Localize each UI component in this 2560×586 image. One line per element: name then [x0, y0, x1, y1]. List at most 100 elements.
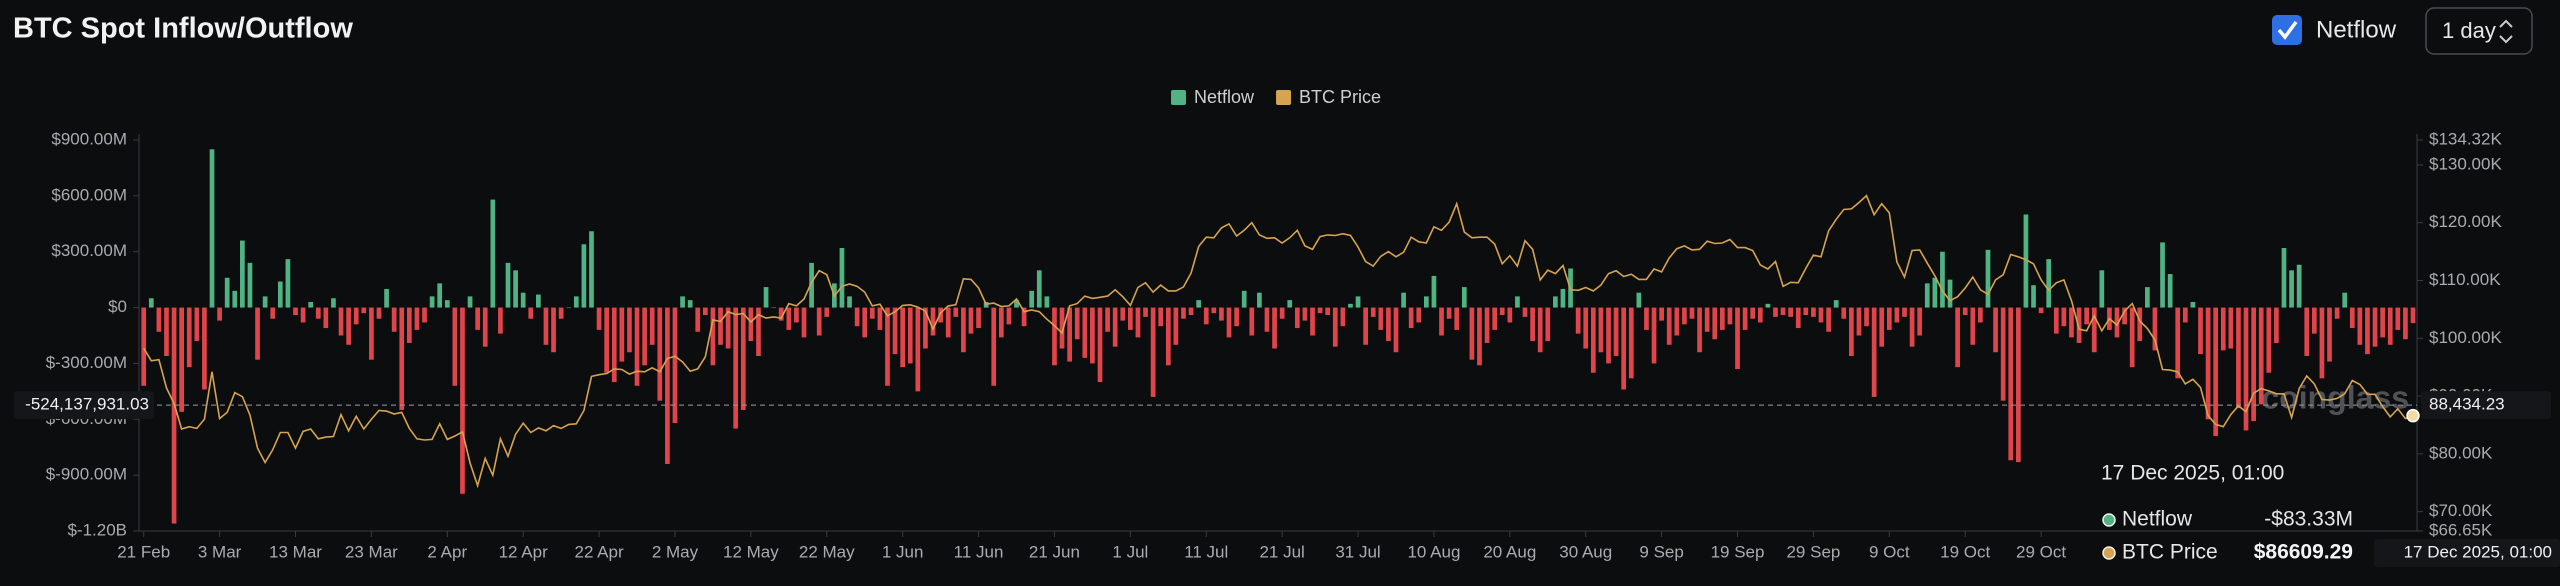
bar [1750, 307, 1756, 319]
netflow-toggle[interactable]: Netflow [2272, 15, 2397, 45]
bar [885, 307, 890, 386]
bar [255, 307, 260, 360]
bar [627, 307, 632, 353]
bar [429, 296, 435, 308]
y2-tick-label: $70.00K [2429, 501, 2493, 520]
bar [1423, 296, 1429, 308]
y2-tick-label: $120.00K [2429, 212, 2502, 231]
x-tick-label: 29 Sep [1786, 542, 1840, 561]
bar [1143, 307, 1148, 317]
tooltip-dot [2102, 546, 2116, 560]
bar [171, 307, 177, 524]
crosshair-y2-label: 88,434.23 [2429, 395, 2505, 414]
bar [1165, 307, 1171, 366]
bar [1021, 307, 1027, 327]
bar [437, 283, 443, 308]
bar [1613, 307, 1619, 356]
tooltip-value: $86609.29 [2254, 541, 2353, 564]
tooltip-dot [2102, 513, 2116, 527]
x-tick-label: 9 Sep [1639, 542, 1683, 561]
bar [467, 296, 473, 308]
bar [1530, 307, 1535, 342]
y-tick-label: $-1.20B [67, 520, 127, 539]
bar [1279, 307, 1285, 319]
price-line [143, 194, 2414, 489]
crosshair-y-label: -524,137,931.03 [25, 395, 149, 414]
y2-tick-label: $66.65K [2429, 520, 2493, 539]
bar [1659, 307, 1664, 321]
bar [1811, 307, 1816, 317]
checkbox[interactable] [2272, 15, 2302, 45]
bar [1310, 307, 1315, 336]
bar [1401, 292, 1406, 308]
tooltip-name: Netflow [2122, 508, 2193, 531]
bar [498, 307, 503, 334]
y-tick-label: $-900.00M [46, 465, 127, 484]
bar [1886, 307, 1892, 330]
bar [1317, 307, 1323, 314]
bar [1234, 307, 1239, 327]
x-tick-label: 12 May [723, 542, 779, 561]
select-value[interactable]: 1 day [2442, 18, 2496, 43]
bar [748, 307, 754, 342]
bar [1833, 300, 1839, 308]
bar [801, 307, 807, 338]
bar [2258, 307, 2264, 405]
bar [2236, 307, 2241, 409]
bar [2114, 307, 2120, 338]
bar [1226, 307, 1232, 338]
bar [2357, 307, 2363, 345]
x-tick-label: 3 Mar [198, 542, 242, 561]
bar [1682, 307, 1687, 325]
bar [1818, 307, 1824, 323]
bar [1704, 307, 1710, 332]
bar [1188, 307, 1194, 316]
bar [2015, 307, 2021, 463]
y-tick-label: $-300.00M [46, 353, 127, 372]
bar [1628, 307, 1634, 379]
x-tick-label: 2 May [652, 542, 699, 561]
bar [1499, 307, 1505, 316]
bar [2000, 307, 2006, 401]
bar [756, 307, 761, 356]
tooltip-value: -$83.33M [2264, 508, 2353, 531]
bar [1439, 307, 1444, 336]
bar [2053, 307, 2059, 334]
bar [1955, 307, 1960, 368]
toggle-label[interactable]: Netflow [2316, 16, 2397, 43]
bar [862, 307, 868, 338]
x-tick-label: 30 Aug [1559, 542, 1612, 561]
bar [232, 290, 238, 308]
bar [2160, 242, 2165, 308]
bar [809, 262, 814, 308]
bar [1211, 307, 1217, 314]
bar [938, 307, 943, 323]
bar [1856, 307, 1862, 336]
bar [551, 307, 556, 353]
bar [1090, 307, 1095, 364]
bar [1052, 307, 1057, 366]
bar [1902, 307, 1907, 317]
bar [2403, 307, 2408, 340]
bar [1590, 307, 1596, 373]
bar [1082, 307, 1088, 358]
interval-select[interactable]: 1 day [2425, 7, 2533, 55]
bar [2289, 270, 2294, 308]
x-tick-label: 20 Aug [1483, 542, 1536, 561]
bar [1917, 307, 1923, 336]
bar [1871, 307, 1877, 397]
bar [2372, 307, 2378, 347]
bar [1120, 307, 1126, 321]
bar [2213, 307, 2219, 437]
x-tick-label: 13 Mar [269, 542, 322, 561]
select-box[interactable] [2425, 7, 2533, 55]
x-tick-label: 22 May [799, 542, 855, 561]
bar [1203, 307, 1209, 325]
bar [141, 307, 147, 386]
bar [2365, 307, 2370, 355]
bar [1363, 307, 1368, 345]
bar [1795, 307, 1801, 329]
bar [778, 307, 784, 321]
bar [961, 307, 966, 353]
bar [2076, 307, 2082, 343]
